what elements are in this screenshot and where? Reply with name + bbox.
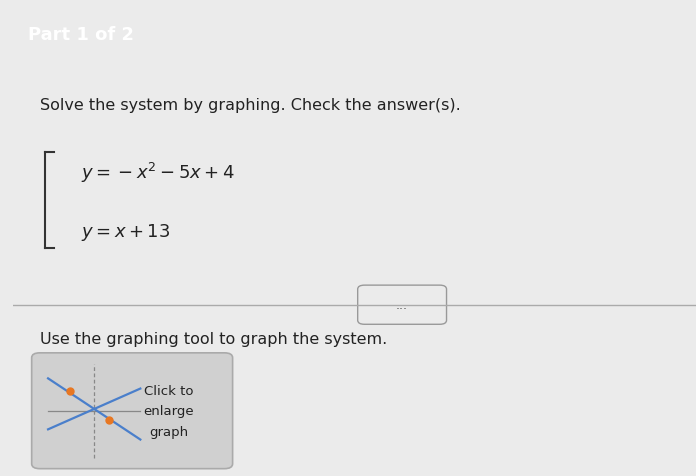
Text: Use the graphing tool to graph the system.: Use the graphing tool to graph the syste… — [40, 331, 387, 347]
Text: $y = -x^2 - 5x + 4$: $y = -x^2 - 5x + 4$ — [81, 161, 235, 185]
Text: enlarge: enlarge — [144, 405, 194, 417]
FancyBboxPatch shape — [358, 286, 447, 325]
FancyBboxPatch shape — [31, 353, 232, 469]
Text: $y = x + 13$: $y = x + 13$ — [81, 221, 171, 242]
Text: graph: graph — [150, 425, 189, 438]
Text: Click to: Click to — [144, 384, 193, 397]
Text: Part 1 of 2: Part 1 of 2 — [28, 26, 134, 43]
Text: ...: ... — [396, 298, 408, 312]
Text: Solve the system by graphing. Check the answer(s).: Solve the system by graphing. Check the … — [40, 98, 461, 112]
